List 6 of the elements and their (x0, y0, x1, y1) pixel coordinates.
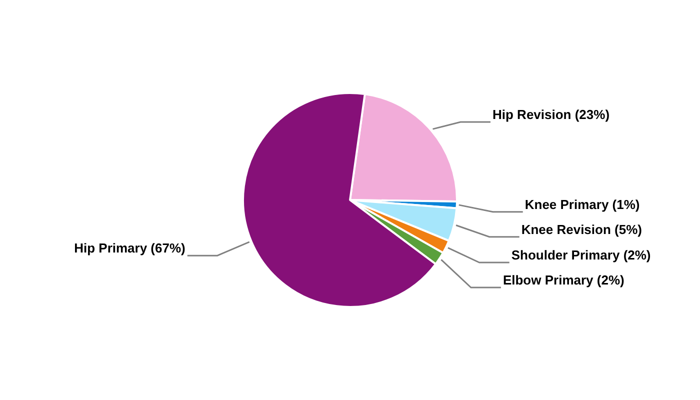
slice-label: Shoulder Primary (2%) (511, 248, 651, 263)
slice-label: Elbow Primary (2%) (502, 272, 624, 288)
slice-label: Knee Primary (1%) (524, 196, 640, 212)
slice-label: Hip Primary (67%) (74, 240, 186, 256)
slice-label: Hip Revision (23%) (492, 107, 610, 122)
slice-label: Knee Revision (5%) (521, 222, 642, 237)
